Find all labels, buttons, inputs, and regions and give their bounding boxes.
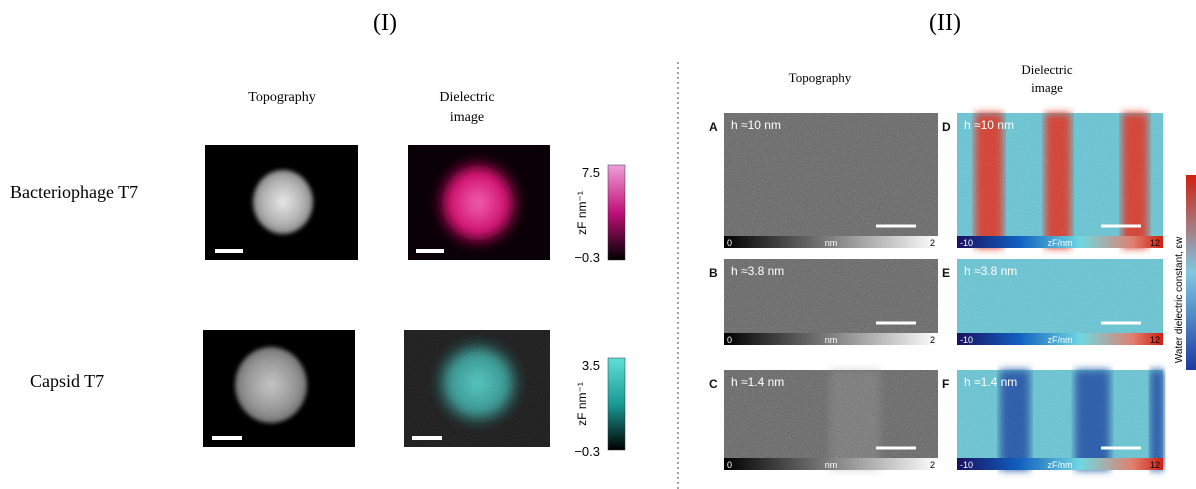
- scale-unit: zF/nm: [1047, 335, 1072, 345]
- scale-unit: nm: [825, 460, 838, 470]
- panel-letter: B: [709, 266, 718, 280]
- noise: [957, 113, 1163, 248]
- colorbar-min: −0.3: [574, 444, 600, 459]
- side-arrow: [1186, 175, 1196, 370]
- sample-label: Bacteriophage T7: [10, 182, 138, 202]
- height-label: h ≈3.8 nm: [964, 264, 1017, 278]
- scale-max: 12: [1150, 460, 1160, 470]
- dielectric-image: [408, 145, 550, 260]
- column-header: image: [1031, 80, 1063, 95]
- scale-max: 12: [1150, 335, 1160, 345]
- column-header: Dielectric: [1021, 62, 1072, 77]
- colorbar: [608, 358, 625, 450]
- scale-min: 0: [727, 460, 732, 470]
- scale-min: -10: [960, 238, 973, 248]
- colorbar-min: −0.3: [574, 250, 600, 265]
- column-header: Topography: [789, 70, 852, 85]
- noise: [404, 330, 550, 447]
- height-label: h ≈10 nm: [964, 118, 1014, 132]
- particle: [430, 153, 526, 253]
- height-label: h ≈3.8 nm: [731, 264, 784, 278]
- noise: [724, 113, 938, 248]
- colorbar: [608, 165, 625, 260]
- scale-max: 2: [930, 238, 935, 248]
- colorbar-unit: zF nm⁻¹: [575, 382, 589, 426]
- scale-max: 12: [1150, 238, 1160, 248]
- scale-unit: nm: [825, 335, 838, 345]
- height-label: h ≈1.4 nm: [731, 375, 784, 389]
- column-header: Topography: [248, 90, 315, 105]
- side-label: Water dielectric constant, εw: [1174, 236, 1185, 363]
- dielectric-image: [404, 330, 550, 447]
- topography-image: [203, 330, 355, 447]
- colorbar-max: 7.5: [582, 165, 600, 180]
- part-label: (II): [929, 10, 961, 36]
- figure: (I) Topography Dielectric image Bacterio…: [0, 0, 1196, 489]
- particle: [235, 347, 307, 423]
- part-label: (I): [373, 10, 397, 36]
- sample-label: Capsid T7: [30, 371, 104, 391]
- scale-min: 0: [727, 238, 732, 248]
- panel-letter: F: [942, 377, 949, 391]
- scale-unit: nm: [825, 238, 838, 248]
- column-header: image: [450, 110, 484, 125]
- panel-letter: D: [942, 120, 951, 134]
- colorbar-max: 3.5: [582, 358, 600, 373]
- height-label: h ≈1.4 nm: [964, 375, 1017, 389]
- scale-unit: zF/nm: [1047, 460, 1072, 470]
- column-header: Dielectric: [439, 90, 494, 105]
- scale-min: -10: [960, 460, 973, 470]
- panel-letter: C: [709, 377, 718, 391]
- panel-letter: A: [709, 120, 718, 134]
- height-label: h ≈10 nm: [731, 118, 781, 132]
- panel-letter: E: [942, 266, 950, 280]
- scale-unit: zF/nm: [1047, 238, 1072, 248]
- colorbar-unit: zF nm⁻¹: [575, 191, 589, 235]
- particle: [253, 170, 313, 234]
- scale-max: 2: [930, 460, 935, 470]
- scale-min: -10: [960, 335, 973, 345]
- scale-min: 0: [727, 335, 732, 345]
- scale-max: 2: [930, 335, 935, 345]
- topography-image: [205, 145, 358, 260]
